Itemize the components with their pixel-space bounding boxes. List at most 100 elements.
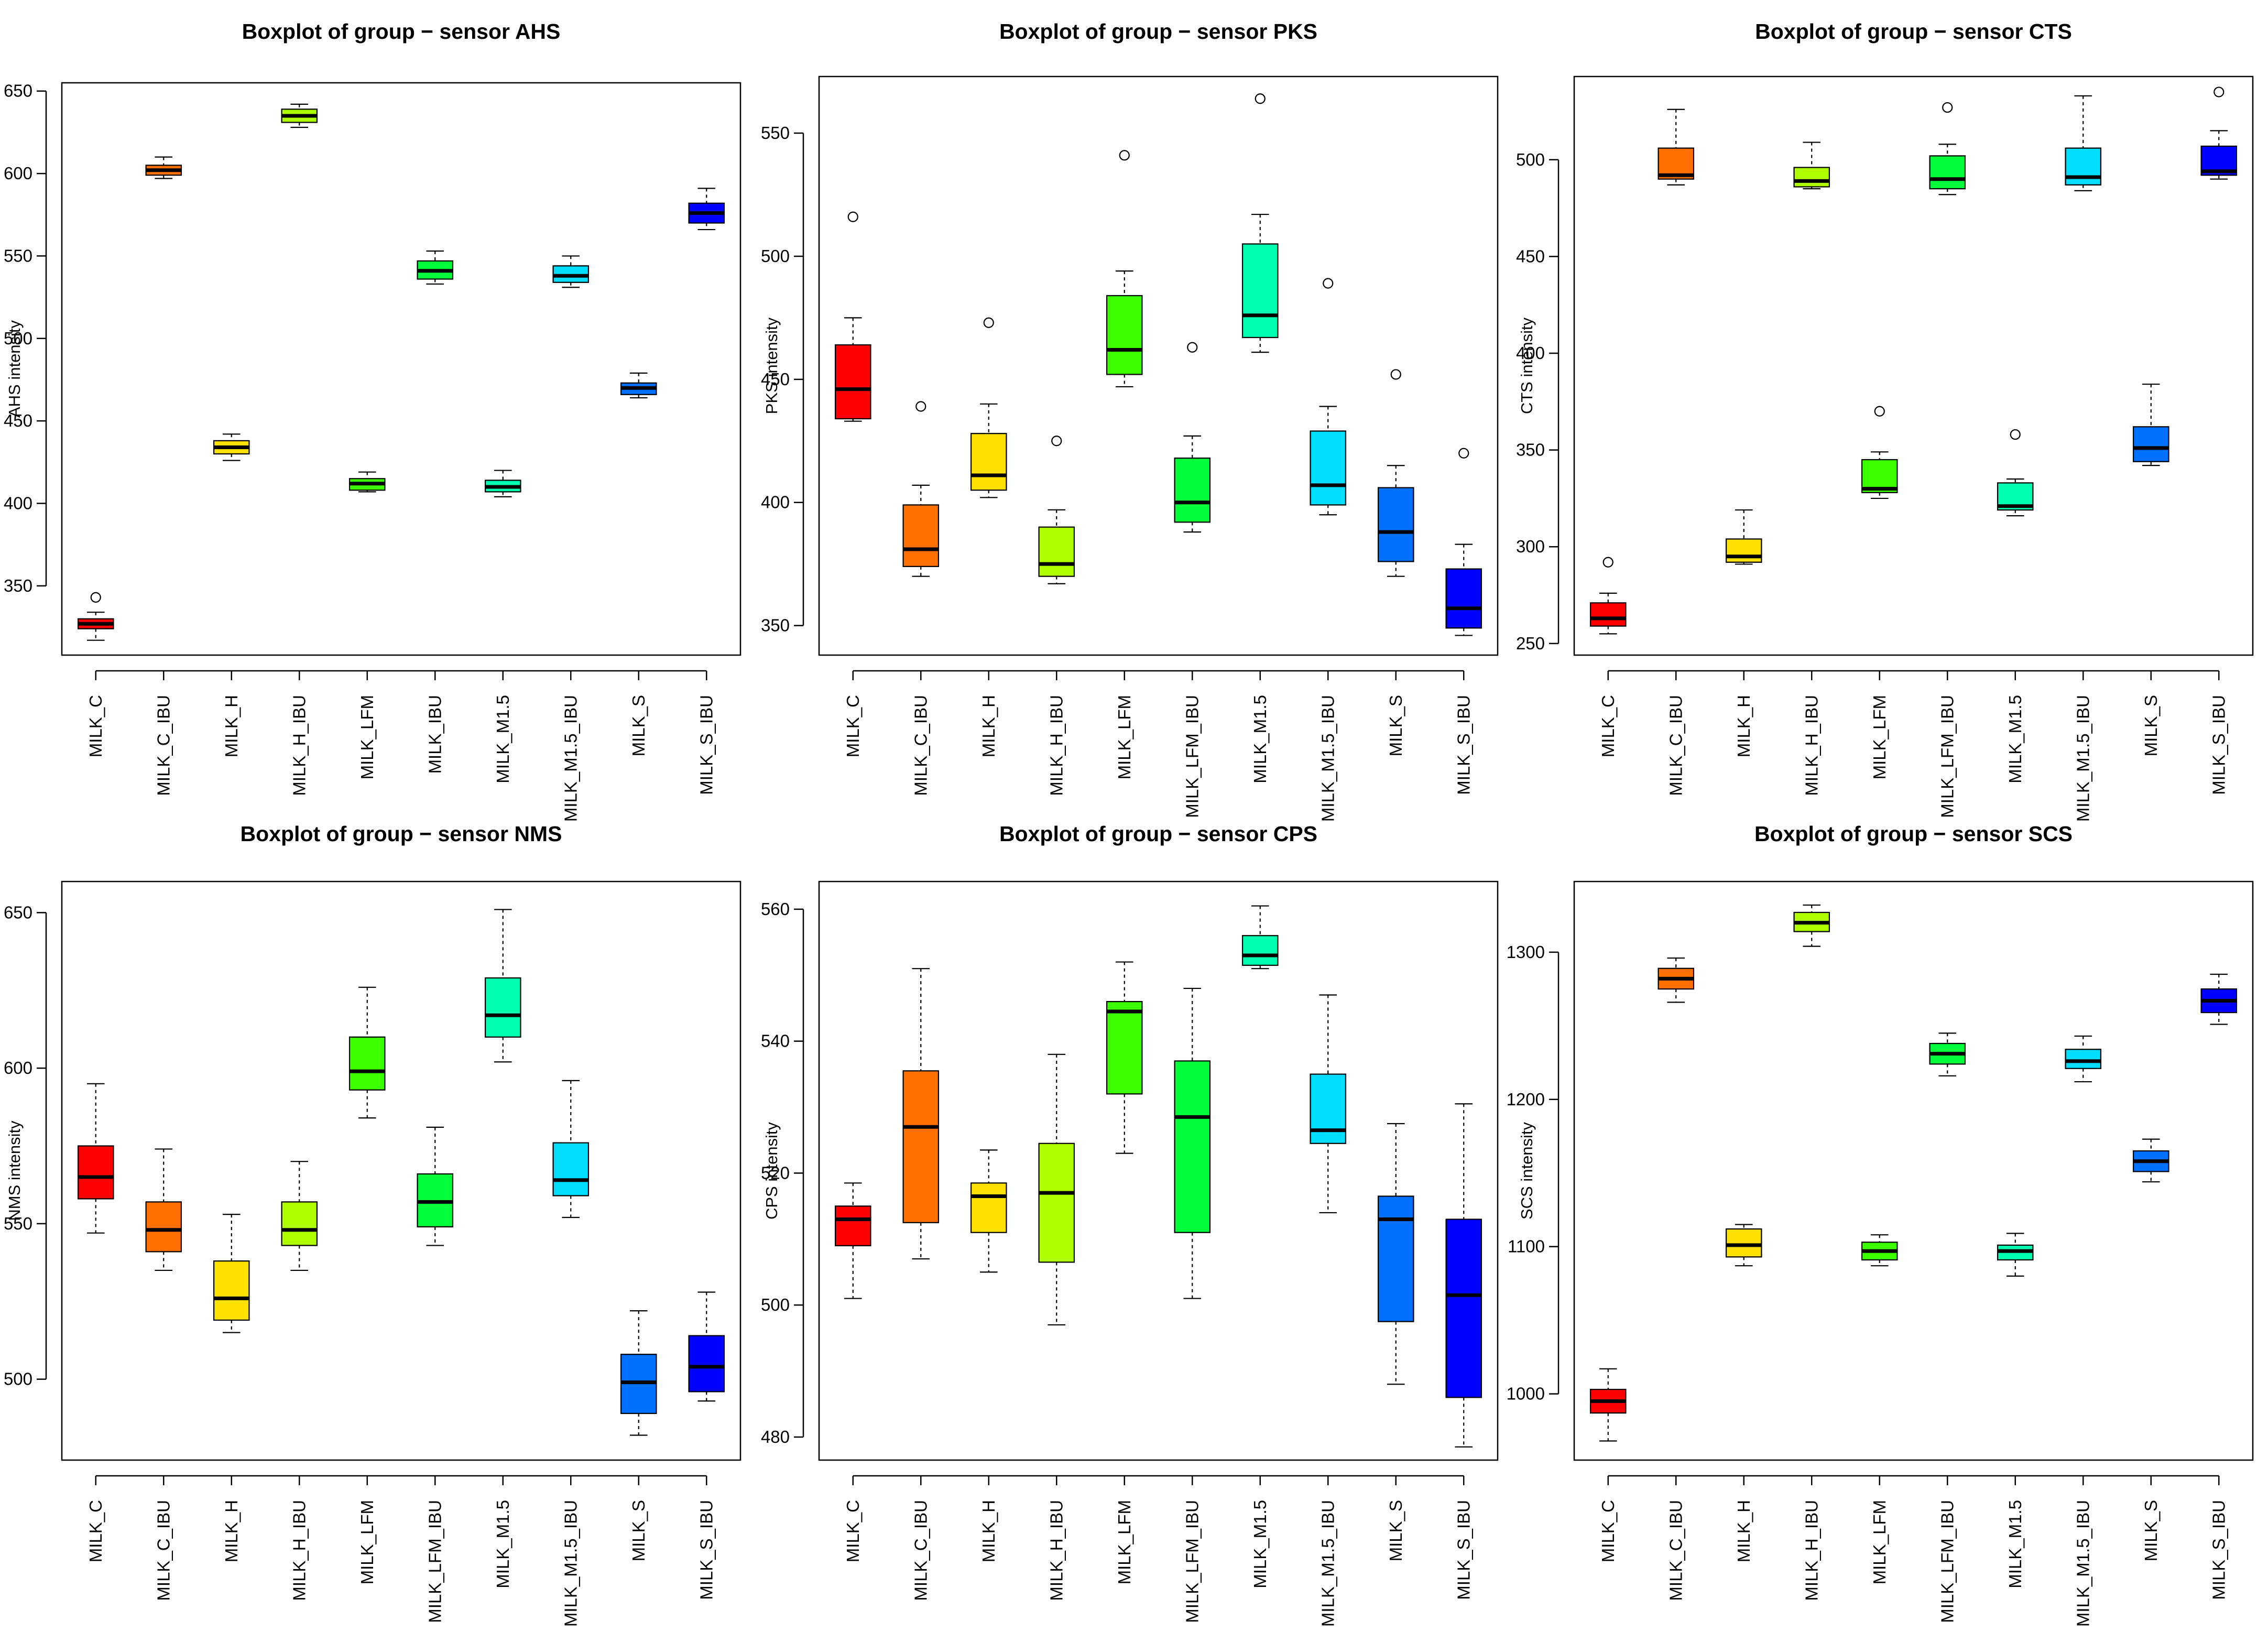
x-category-label: MILK_S_IBU	[2209, 695, 2228, 795]
x-category-label: MILK_M1.5	[493, 1500, 513, 1589]
x-category-label: MILK_S	[1386, 1500, 1405, 1561]
box-MILK_M1.5_IBU	[1310, 278, 1347, 516]
x-category-label: MILK_S_IBU	[2209, 1500, 2228, 1600]
y-tick-label: 500	[4, 329, 32, 348]
x-category-label: MILK_LFM	[1870, 1500, 1889, 1584]
x-category-label: MILK_C_IBU	[154, 1500, 173, 1601]
y-axis-title: CTS intensity	[1518, 317, 1536, 414]
y-tick-label: 650	[4, 902, 32, 922]
panel-5: Boxplot of group − sensor CPS 480 500 520 54…	[761, 822, 1499, 1627]
box-body	[281, 1201, 318, 1246]
box-body	[970, 433, 1007, 491]
x-category-label: MILK_H_IBU	[1802, 1500, 1821, 1601]
y-tick-label: 350	[4, 576, 32, 595]
box-MILK_S	[620, 1310, 657, 1436]
x-category-label: MILK_LFM	[357, 1500, 377, 1584]
x-category-label: MILK_M1.5	[1250, 695, 1270, 784]
y-tick-label: 1000	[1507, 1384, 1545, 1403]
x-category-label: MILK_S	[1386, 695, 1405, 756]
x-category-label: MILK_M1.5	[2005, 695, 2025, 784]
box-body	[1725, 538, 1762, 563]
box-MILK_LFM	[348, 986, 386, 1119]
box-body	[688, 1335, 725, 1392]
box-body	[484, 977, 521, 1038]
x-category-label: MILK_LFM_IBU	[1937, 1500, 1957, 1623]
x-category-label: MILK_C_IBU	[911, 1500, 930, 1601]
x-category-label: MILK_LFM	[1870, 695, 1889, 779]
x-category-label: MILK_M1.5_IBU	[1318, 1500, 1337, 1627]
x-category-label: MILK_S_IBU	[1454, 1500, 1473, 1600]
box-MILK_C_IBU	[145, 156, 182, 179]
chart-title: Boxplot of group − sensor CTS	[1755, 19, 2072, 43]
outlier-point	[2214, 86, 2225, 97]
outlier-point	[1051, 436, 1062, 447]
plot-frame	[61, 82, 742, 656]
box-MILK_C	[77, 592, 114, 641]
y-tick-label: 500	[761, 1295, 790, 1314]
box-MILK_C_IBU	[145, 1148, 182, 1271]
panel-6: Boxplot of group − sensor SCS 1000 1100 120…	[1507, 822, 2254, 1627]
box-body	[2065, 147, 2102, 186]
x-category-label: MILK_S	[629, 1500, 648, 1561]
box-MILK_LFM_IBU	[1174, 987, 1211, 1299]
y-tick-label: 400	[1516, 343, 1545, 363]
box-body	[2065, 1049, 2102, 1069]
y-tick-label: 1100	[1508, 1237, 1545, 1256]
y-axis-title: AHS intensity	[5, 320, 24, 418]
chart-title: Boxplot of group − sensor SCS	[1754, 822, 2073, 846]
box-MILK_H	[1725, 1224, 1762, 1267]
panel-2: Boxplot of group − sensor PKS 350 400 450 50…	[761, 19, 1499, 822]
box-MILK_LFM	[1861, 406, 1898, 499]
plot-frame	[61, 880, 742, 1461]
x-category-label: MILK_H	[979, 695, 998, 757]
outlier-point	[1942, 102, 1953, 113]
outlier-point	[1390, 369, 1401, 380]
x-category-label: MILK_H_IBU	[1046, 695, 1066, 796]
y-tick-label: 350	[761, 616, 790, 635]
box-MILK_S_IBU	[1445, 448, 1482, 636]
x-category-label: MILK_M1.5	[493, 695, 513, 784]
outlier-point	[90, 592, 101, 603]
outlier-point	[1874, 406, 1885, 417]
y-tick-label: 450	[761, 369, 790, 389]
box-body	[77, 1145, 114, 1200]
box-MILK_M1.5_IBU	[552, 255, 590, 288]
x-category-label: MILK_H	[979, 1500, 998, 1562]
box-body	[1445, 1218, 1482, 1398]
box-MILK_M1.5_IBU	[2065, 95, 2102, 191]
box-body	[902, 1070, 940, 1223]
y-tick-label: 560	[761, 899, 790, 919]
y-tick-label: 450	[4, 411, 32, 430]
y-axis-title: CPS intensity	[762, 1122, 781, 1220]
box-MILK_H_IBU	[1038, 1053, 1075, 1326]
panel-4: Boxplot of group − sensor NMS 500 550 600 65…	[4, 822, 742, 1627]
box-MILK_M1.5_IBU	[552, 1080, 590, 1218]
box-body	[1310, 430, 1347, 506]
x-category-label: MILK_LFM_IBU	[1937, 695, 1957, 818]
box-body	[1038, 526, 1075, 577]
box-body	[1725, 1228, 1762, 1258]
y-tick-label: 600	[4, 164, 32, 183]
x-category-label: MILK_C_IBU	[911, 695, 930, 796]
plot-frame	[1573, 75, 2254, 656]
x-category-label: MILK_LFM_IBU	[1182, 1500, 1202, 1623]
outlier-point	[983, 317, 994, 328]
box-MILK_C_IBU	[902, 968, 940, 1260]
box-body	[1174, 458, 1211, 523]
box-MILK_H	[970, 1149, 1007, 1273]
box-body	[834, 344, 871, 420]
box-body	[1929, 155, 1966, 190]
box-MILK_C	[834, 1182, 871, 1299]
chart-title: Boxplot of group − sensor NMS	[241, 822, 562, 846]
box-body	[1106, 295, 1143, 375]
box-MILK_S	[620, 372, 657, 399]
box-MILK_LFM	[1106, 150, 1143, 388]
box-body	[1793, 167, 1830, 188]
box-MILK_C	[834, 211, 871, 422]
box-MILK_S_IBU	[688, 1291, 725, 1402]
box-MILK_M1.5	[1241, 93, 1279, 353]
y-axis-title: PKS intensity	[762, 317, 781, 414]
x-category-label: MILK_H_IBU	[289, 695, 309, 796]
chart-title: Boxplot of group − sensor PKS	[999, 19, 1317, 43]
x-category-label: MILK_LFM	[357, 695, 377, 779]
